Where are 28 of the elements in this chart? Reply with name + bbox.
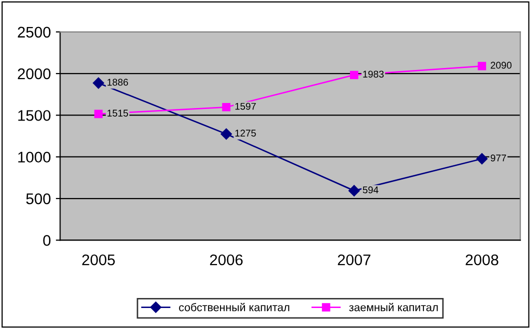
point — [94, 110, 103, 118]
point — [220, 128, 232, 140]
legend-label: заемный капитал — [349, 302, 438, 312]
data-label: 2090 — [490, 62, 512, 69]
point — [222, 102, 230, 112]
data-label: 1515 — [108, 110, 128, 117]
point — [348, 185, 360, 196]
point — [478, 62, 486, 70]
legend-label: собственный капитал — [179, 302, 290, 312]
data-label: 1886 — [108, 78, 128, 86]
x-tick-label: 2006 — [210, 254, 243, 266]
y-tick-label: 1000 — [18, 152, 50, 163]
y-tick-label: 500 — [26, 193, 50, 204]
data-label: 1983 — [363, 70, 384, 78]
point — [92, 77, 104, 89]
data-label: 594 — [362, 186, 378, 194]
y-tick-label: 0 — [43, 235, 50, 246]
y-tick-label: 1500 — [18, 110, 50, 121]
data-label: 977 — [490, 154, 506, 162]
x-tick-label: 2005 — [82, 254, 115, 266]
x-tick-label: 2008 — [466, 254, 498, 266]
point — [350, 70, 358, 80]
data-label: 1597 — [235, 102, 256, 110]
x-tick-label: 2007 — [338, 254, 370, 266]
data-label: 1275 — [235, 130, 256, 137]
y-tick-label: 2000 — [18, 68, 50, 80]
point — [476, 153, 488, 164]
y-tick-label: 2500 — [18, 26, 50, 38]
